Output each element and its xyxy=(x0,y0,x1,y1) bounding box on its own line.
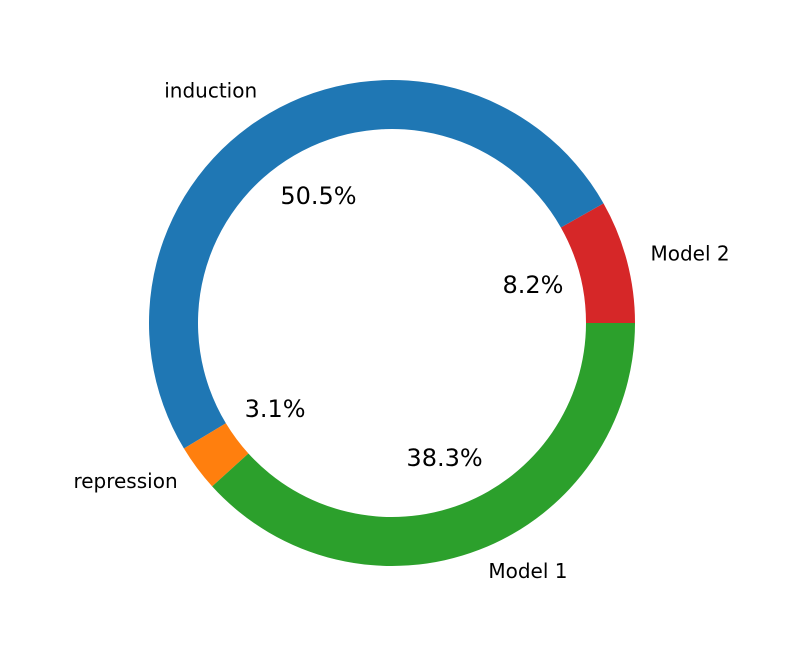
category-label: Model 1 xyxy=(488,559,567,583)
percent-label: 38.3% xyxy=(406,444,482,472)
category-label: repression xyxy=(73,469,177,493)
percent-label: 3.1% xyxy=(245,395,306,423)
category-label: Model 2 xyxy=(650,241,729,265)
donut-segment xyxy=(212,323,635,566)
percent-label: 8.2% xyxy=(503,271,564,299)
donut-segment xyxy=(148,79,604,449)
category-label: induction xyxy=(164,79,257,103)
percent-label: 50.5% xyxy=(280,182,356,210)
donut-segment xyxy=(560,203,635,323)
donut-segment xyxy=(183,423,249,487)
